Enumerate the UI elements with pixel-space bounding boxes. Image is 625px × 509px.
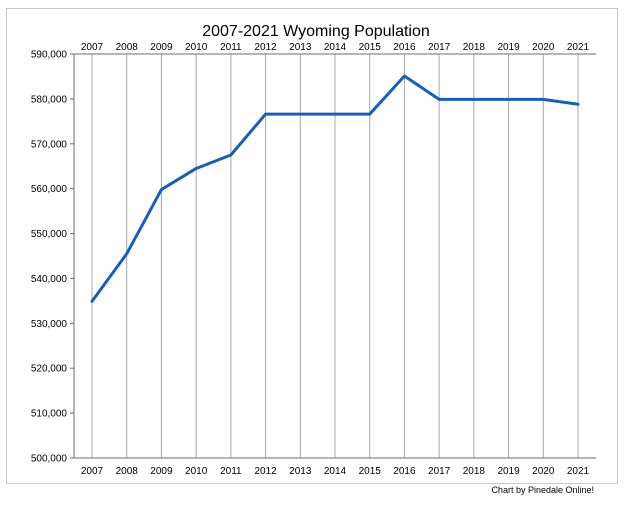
x-tick-label-top: 2018 [463, 42, 486, 53]
x-tick-label-top: 2020 [532, 42, 555, 53]
x-tick-label-top: 2009 [150, 42, 173, 53]
x-tick-label-top: 2008 [116, 42, 139, 53]
x-tick-label-bottom: 2013 [289, 466, 312, 477]
x-tick-label-top: 2012 [254, 42, 277, 53]
x-tick-label-bottom: 2007 [81, 466, 104, 477]
data-point-2010 [194, 167, 198, 170]
x-tick-label-bottom: 2008 [116, 466, 139, 477]
y-tick-label: 560,000 [31, 184, 68, 195]
x-tick-label-bottom: 2016 [393, 466, 416, 477]
data-point-2018 [472, 98, 476, 101]
x-tick-labels-top: 2007 2008 2009 2010 2011 2012 2013 2014 2015 2016… [81, 42, 590, 53]
x-tick-label-top: 2010 [185, 42, 208, 53]
x-tick-label-top: 2019 [497, 42, 520, 53]
data-point-2020 [542, 98, 545, 101]
data-point-2008 [125, 252, 128, 255]
data-point-2019 [507, 98, 510, 101]
data-point-2015 [368, 112, 371, 116]
y-tick-label: 540,000 [31, 274, 68, 285]
x-tick-label-bottom: 2020 [532, 466, 555, 477]
x-tick-label-bottom: 2010 [185, 466, 208, 477]
gridlines [91, 54, 579, 458]
x-tick-label-top: 2021 [567, 42, 590, 53]
data-point-2013 [299, 112, 302, 116]
x-tick-label-bottom: 2017 [428, 466, 451, 477]
data-point-2021 [576, 103, 580, 106]
series-layer [90, 74, 580, 303]
x-tick-label-top: 2011 [220, 42, 242, 53]
x-tick-label-top: 2013 [289, 42, 312, 53]
y-tick-label: 530,000 [31, 319, 68, 330]
data-point-2014 [333, 112, 337, 116]
data-point-2012 [264, 112, 267, 116]
axes [70, 53, 596, 459]
x-tick-label-bottom: 2012 [254, 466, 277, 477]
y-tick-label: 580,000 [31, 94, 68, 105]
data-point-2016 [403, 74, 406, 78]
data-point-2017 [437, 98, 441, 101]
y-tick-label: 500,000 [31, 454, 68, 465]
x-tick-label-top: 2007 [81, 42, 104, 53]
x-tick-label-bottom: 2009 [150, 466, 173, 477]
x-tick-label-bottom: 2011 [220, 466, 242, 477]
y-tick-label: 570,000 [31, 139, 68, 150]
chart-credit: Chart by Pinedale Online! [491, 485, 594, 495]
x-tick-label-bottom: 2021 [567, 466, 590, 477]
data-point-2009 [160, 188, 163, 191]
y-tick-label: 590,000 [31, 50, 68, 61]
x-tick-label-top: 2014 [324, 42, 347, 53]
x-tick-label-bottom: 2019 [497, 466, 520, 477]
y-tick-label: 550,000 [31, 229, 68, 240]
x-tick-label-top: 2016 [393, 42, 416, 53]
x-tick-label-top: 2015 [359, 42, 382, 53]
chart-frame [6, 8, 618, 484]
x-tick-label-bottom: 2015 [359, 466, 382, 477]
y-tick-label: 510,000 [31, 409, 68, 420]
x-tick-label-bottom: 2018 [463, 466, 486, 477]
x-tick-label-bottom: 2014 [324, 466, 347, 477]
x-tick-labels-bottom: 2007 2008 2009 2010 2011 2012 2013 2014 2015 2016… [81, 466, 590, 477]
data-point-2007 [90, 300, 94, 303]
y-tick-labels: 500,000 510,000 520,000 530,000 540,000 550,0… [31, 50, 68, 465]
x-tick-label-top: 2017 [428, 42, 451, 53]
chart-title: 2007-2021 Wyoming Population [202, 23, 430, 40]
data-point-2011 [229, 153, 233, 157]
y-tick-label: 520,000 [31, 364, 68, 375]
